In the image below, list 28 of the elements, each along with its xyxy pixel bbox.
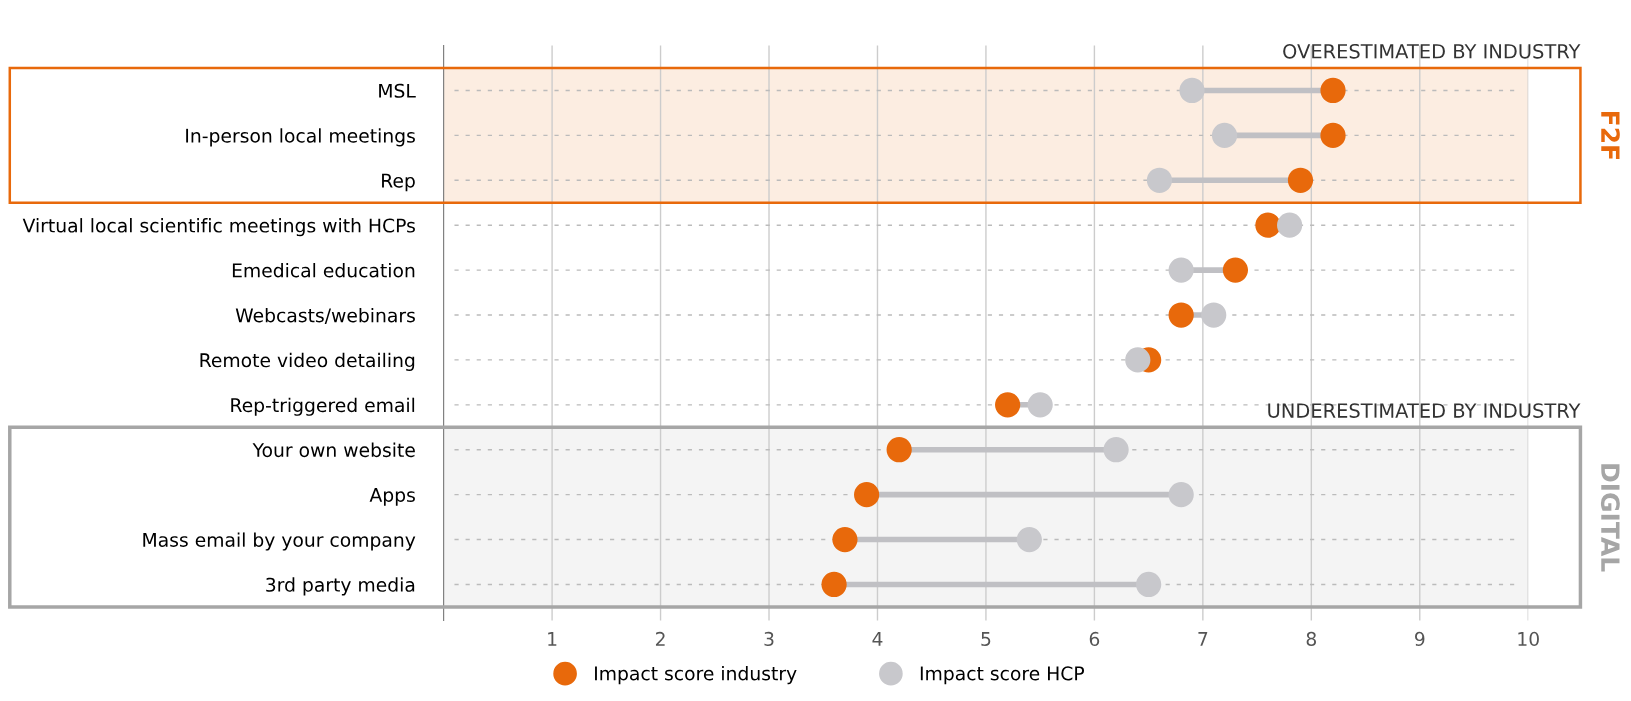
- x-tick-label: 4: [872, 632, 883, 646]
- annotation: UNDERESTIMATED BY INDUSTRY: [1268, 403, 1581, 418]
- y-tick-label: Emedical education: [232, 262, 415, 278]
- y-tick-label: Your own website: [252, 442, 415, 458]
- y-tick-label: Apps: [369, 488, 415, 506]
- x-tick-label: 9: [1415, 631, 1425, 647]
- annotation: OVERESTIMATED BY INDUSTRY: [1283, 43, 1581, 59]
- x-tick-label: 2: [655, 631, 665, 646]
- x-tick-label: 7: [1198, 632, 1208, 646]
- y-tick-label: Rep: [382, 173, 415, 192]
- legend-label: Impact score industry: [595, 665, 797, 685]
- y-tick-label: In-person local meetings: [186, 128, 415, 147]
- x-tick-label: 3: [764, 631, 774, 647]
- y-tick-label: Rep-triggered email: [231, 397, 415, 416]
- band-label: DIGITAL: [1600, 464, 1620, 572]
- x-tick-label: 6: [1089, 631, 1100, 647]
- band-label: F2F: [1601, 111, 1620, 160]
- y-tick-label: MSL: [379, 83, 416, 98]
- y-tick-label: Remote video detailing: [200, 352, 415, 371]
- y-tick-label: Mass email by your company: [143, 532, 416, 551]
- y-tick-label: 3rd party media: [266, 577, 415, 596]
- legend-label: Impact score HCP: [920, 666, 1085, 685]
- y-tick-label: Webcasts/webinars: [235, 307, 415, 324]
- x-tick-label: 5: [981, 632, 991, 647]
- y-tick-label: Virtual local scientific meetings with HCPs: [22, 218, 415, 237]
- x-tick-label: 1: [548, 632, 557, 646]
- x-tick-label: 8: [1306, 631, 1317, 647]
- x-tick-label: 10: [1518, 631, 1539, 647]
